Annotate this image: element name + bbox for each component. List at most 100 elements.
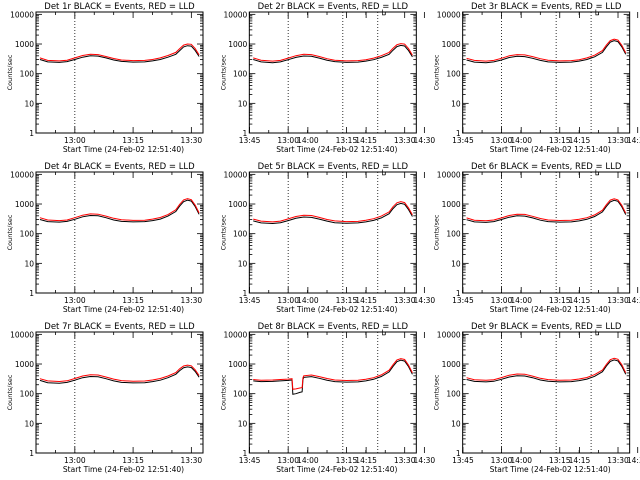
- y-axis-label: Counts/sec: [219, 214, 227, 250]
- y-tick-label: 1: [243, 289, 248, 298]
- y-tick-label: 1000: [15, 360, 34, 369]
- x-axis-label: Start Time (24-Feb-02 12:51:40): [276, 305, 397, 314]
- y-axis-label: Counts/sec: [433, 54, 441, 90]
- x-tick-label: 13:15: [336, 456, 358, 465]
- chart-title: Det 3r BLACK = Events, RED = LLD: [471, 2, 622, 12]
- y-tick-label: 10000: [10, 330, 34, 339]
- series-line-lld: [39, 198, 200, 222]
- chart-panel: Det 6r BLACK = Events, RED = LLD 1 10 100 10…: [433, 162, 631, 314]
- y-tick-label: 10000: [223, 10, 247, 19]
- x-tick-label: 13:00: [64, 136, 86, 145]
- x-tick-label: 14:30: [414, 456, 436, 465]
- series-line-lld: [466, 38, 627, 62]
- chart-panel: Det 7r BLACK = Events, RED = LLD 1 10 100 10…: [6, 322, 435, 474]
- y-axis-label: Counts/sec: [6, 54, 14, 90]
- y-tick-label: 100: [446, 390, 461, 399]
- series-line-lld: [466, 357, 627, 381]
- x-tick-label: 13:45: [239, 296, 261, 305]
- x-tick-label: 13:15: [336, 296, 358, 305]
- x-tick-label: 14:00: [510, 296, 532, 305]
- y-axis-label: Counts/sec: [6, 374, 14, 410]
- y-tick-label: 1: [456, 289, 461, 298]
- x-tick-label: 13:00: [277, 456, 299, 465]
- y-tick-label: 10000: [10, 170, 34, 179]
- y-tick-label: 10000: [437, 330, 461, 339]
- x-tick-label: 13:15: [122, 136, 144, 145]
- y-tick-label: 10: [24, 259, 34, 268]
- plot-frame: [248, 331, 417, 454]
- plot-frame: [248, 171, 417, 294]
- y-tick-label: 1: [456, 129, 461, 138]
- y-tick-label: 10000: [223, 170, 247, 179]
- series-line-events: [466, 40, 627, 64]
- interval-marker: └: [593, 329, 599, 341]
- chart-panel: Det 5r BLACK = Events, RED = LLD 1 10 100 10…: [219, 162, 640, 314]
- x-tick-label: 14:30: [627, 456, 640, 465]
- x-tick-label: 13:30: [607, 136, 629, 145]
- plot-frame: [462, 331, 631, 454]
- x-tick-label: 13:45: [452, 456, 474, 465]
- plot-frame: [35, 331, 204, 454]
- chart-title: Det 9r BLACK = Events, RED = LLD: [471, 322, 622, 332]
- x-tick-label: 14:15: [355, 136, 377, 145]
- x-axis-label: Start Time (24-Feb-02 12:51:40): [63, 305, 184, 314]
- x-tick-label: 14:15: [355, 296, 377, 305]
- y-tick-label: 1: [456, 449, 461, 458]
- y-tick-label: 1000: [442, 40, 461, 49]
- y-tick-label: 1: [29, 449, 34, 458]
- series-line-events: [466, 199, 627, 223]
- series-line-lld: [253, 201, 413, 223]
- x-tick-label: 13:00: [64, 296, 86, 305]
- y-tick-label: 100: [20, 230, 35, 239]
- series-line-events: [39, 45, 200, 63]
- y-tick-label: 10: [238, 259, 248, 268]
- y-tick-label: 10: [451, 259, 461, 268]
- y-tick-label: 100: [446, 70, 461, 79]
- x-tick-label: 13:15: [549, 296, 571, 305]
- y-tick-label: 1000: [228, 360, 247, 369]
- x-tick-label: 13:30: [607, 296, 629, 305]
- plot-frame: [248, 11, 417, 134]
- plot-frame: [462, 11, 631, 134]
- x-axis-label: Start Time (24-Feb-02 12:51:40): [276, 145, 397, 154]
- chart-title: Det 7r BLACK = Events, RED = LLD: [44, 322, 195, 332]
- y-axis-label: Counts/sec: [219, 374, 227, 410]
- x-tick-label: 14:00: [510, 136, 532, 145]
- plot-frame: [35, 11, 204, 134]
- x-tick-label: 14:30: [627, 296, 640, 305]
- chart-panel: Det 8r BLACK = Events, RED = LLD 1 10 100 10…: [219, 322, 640, 474]
- y-tick-label: 1: [29, 289, 34, 298]
- y-tick-label: 10000: [10, 10, 34, 19]
- y-tick-label: 10: [451, 99, 461, 108]
- x-axis-label: Start Time (24-Feb-02 12:51:40): [490, 465, 611, 474]
- chart-title: Det 4r BLACK = Events, RED = LLD: [44, 162, 195, 172]
- chart-title: Det 1r BLACK = Events, RED = LLD: [44, 2, 195, 12]
- y-axis-label: Counts/sec: [6, 214, 14, 250]
- y-tick-label: 100: [446, 230, 461, 239]
- chart-panel: Det 2r BLACK = Events, RED = LLD 1 10 100 10…: [219, 2, 640, 154]
- y-tick-label: 100: [233, 70, 248, 79]
- x-tick-label: 14:15: [569, 136, 591, 145]
- x-tick-label: 13:30: [394, 136, 416, 145]
- chart-title: Det 8r BLACK = Events, RED = LLD: [258, 322, 409, 332]
- y-tick-label: 1: [243, 449, 248, 458]
- interval-marker: └: [593, 169, 599, 181]
- x-tick-label: 13:30: [394, 456, 416, 465]
- y-tick-label: 10000: [223, 330, 247, 339]
- x-tick-label: 14:00: [297, 456, 319, 465]
- x-tick-label: 13:00: [491, 296, 513, 305]
- y-tick-label: 100: [233, 230, 248, 239]
- x-axis-label: Start Time (24-Feb-02 12:51:40): [276, 465, 397, 474]
- y-tick-label: 10: [24, 99, 34, 108]
- x-axis-label: Start Time (24-Feb-02 12:51:40): [63, 465, 184, 474]
- chart-panel: Det 4r BLACK = Events, RED = LLD 1 10 100 10…: [6, 162, 435, 314]
- x-tick-label: 13:00: [277, 296, 299, 305]
- interval-marker: └: [593, 9, 599, 21]
- x-tick-label: 14:15: [355, 456, 377, 465]
- x-tick-label: 14:00: [297, 296, 319, 305]
- x-tick-label: 13:15: [549, 456, 571, 465]
- series-line-lld: [253, 358, 413, 390]
- y-tick-label: 1000: [442, 200, 461, 209]
- chart-title: Det 6r BLACK = Events, RED = LLD: [471, 162, 622, 172]
